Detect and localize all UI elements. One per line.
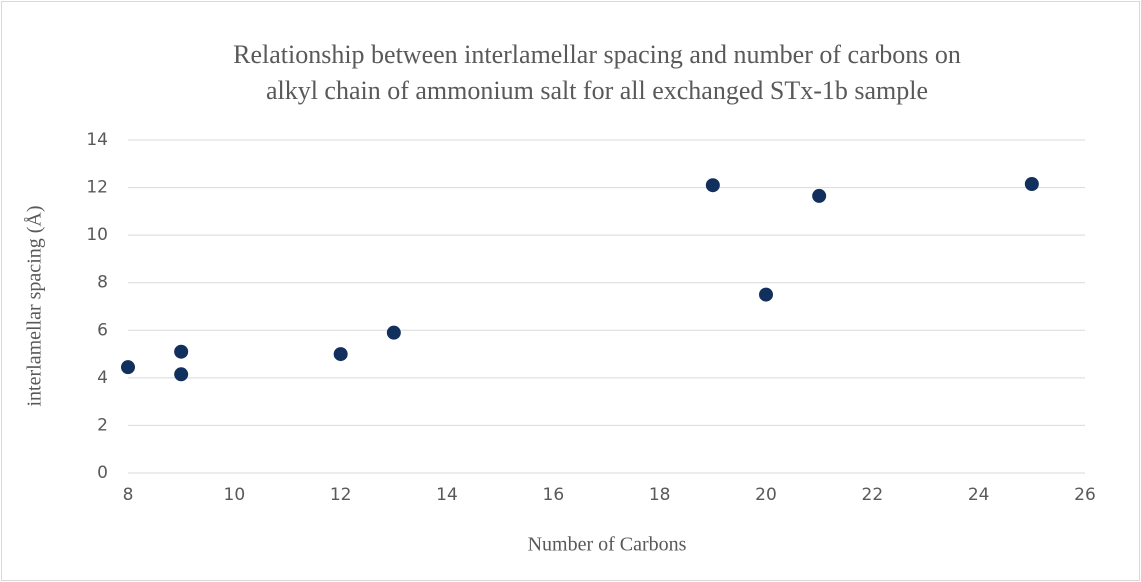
y-tick-label: 4 (97, 368, 108, 388)
y-tick-label: 10 (86, 225, 108, 245)
chart-title: alkyl chain of ammonium salt for all exc… (266, 76, 928, 105)
point (705, 178, 720, 193)
y-tick-label: 2 (97, 415, 108, 435)
x-tick-label: 10 (224, 485, 246, 505)
x-tick-label: 20 (755, 485, 777, 505)
y-tick-label: 0 (97, 463, 108, 483)
x-tick-label: 26 (1074, 485, 1096, 505)
x-tick-label: 14 (436, 485, 458, 505)
point (1024, 177, 1039, 192)
y-tick-label: 14 (86, 130, 108, 150)
y-axis-label: interlamellar spacing (Å) (24, 205, 46, 406)
y-tick-label: 8 (97, 273, 108, 293)
x-tick-label: 16 (543, 485, 565, 505)
chart-title: Relationship between interlamellar spaci… (233, 40, 961, 69)
x-tick-label: 12 (330, 485, 352, 505)
x-tick-label: 24 (968, 485, 990, 505)
x-tick-label: 22 (862, 485, 884, 505)
point (174, 344, 189, 359)
x-tick-label: 18 (649, 485, 671, 505)
point (174, 367, 189, 382)
point (386, 325, 401, 340)
point (812, 188, 827, 203)
x-axis-label: Number of Carbons (528, 534, 687, 556)
point (759, 287, 773, 302)
y-tick-label: 12 (86, 178, 108, 198)
x-tick-label: 8 (123, 485, 134, 505)
point (121, 360, 135, 375)
point (333, 347, 348, 362)
y-tick-label: 6 (97, 320, 108, 340)
